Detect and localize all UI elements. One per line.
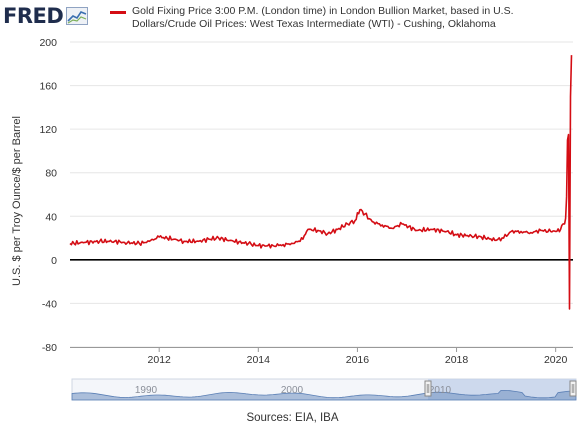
y-tick-label: -40: [42, 298, 57, 310]
x-tick-label: 2020: [544, 354, 568, 366]
x-axis: 2012 2014 2016 2018 2020: [70, 347, 573, 366]
y-tick-label: 0: [51, 255, 57, 267]
navigator-label: 2000: [281, 385, 304, 396]
legend-label: Gold Fixing Price 3:00 P.M. (London time…: [132, 5, 514, 30]
range-navigator[interactable]: 1990 2000 2010: [71, 378, 577, 401]
navigator-handle-left[interactable]: [424, 380, 432, 397]
navigator-area: [71, 390, 577, 401]
chart-line-icon: [66, 7, 89, 25]
navigator-label: 1990: [135, 385, 158, 396]
y-tick-label: 200: [39, 37, 57, 49]
navigator-handle-right[interactable]: [569, 380, 577, 397]
y-axis-label: U.S. $ per Troy Ounce/$ per Barrel: [11, 116, 23, 286]
x-tick-label: 2016: [346, 354, 370, 366]
series-line: [69, 55, 573, 310]
fred-logo-text: FRED: [3, 3, 64, 28]
y-tick-label: -80: [42, 342, 57, 354]
y-tick-label: 160: [39, 81, 57, 93]
y-axis: 200 160 120 80 40 0 -40 -80: [39, 37, 57, 354]
grid: [70, 41, 573, 348]
chart-legend: Gold Fixing Price 3:00 P.M. (London time…: [110, 5, 580, 31]
legend-swatch: [110, 11, 126, 14]
x-tick-label: 2018: [445, 354, 469, 366]
navigator-label: 2010: [429, 385, 452, 396]
y-tick-label: 80: [45, 168, 57, 180]
x-tick-label: 2012: [148, 354, 172, 366]
y-tick-label: 120: [39, 124, 57, 136]
chart: 200 160 120 80 40 0 -40 -80 2012 2014 2016 2018 202…: [11, 37, 577, 401]
fred-logo[interactable]: FRED: [3, 3, 103, 29]
plot-area: [69, 55, 573, 310]
x-tick-label: 2014: [247, 354, 271, 366]
y-tick-label: 40: [45, 211, 57, 223]
sources-note: Sources: EIA, IBA: [246, 412, 339, 424]
